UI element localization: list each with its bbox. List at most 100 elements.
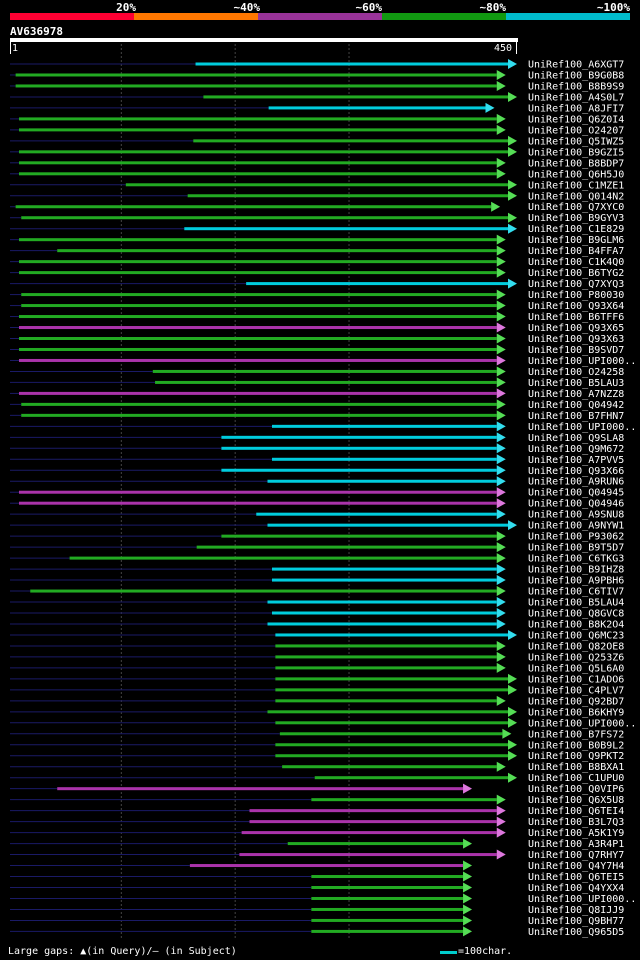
hit-bar — [256, 512, 497, 516]
hit-bar — [193, 139, 509, 143]
hit-label: UniRef100_P80030 — [528, 290, 624, 301]
hit-label: UniRef100_Q9BH77 — [528, 916, 624, 927]
hit-arrow — [496, 267, 506, 278]
hit-bar — [311, 798, 497, 802]
hit-bar — [271, 457, 497, 461]
hit-label: UniRef100_B8B9S9 — [528, 81, 624, 92]
hit-arrow — [508, 706, 517, 717]
hit-bar — [21, 402, 497, 406]
hit-arrow — [463, 915, 473, 926]
hit-arrow — [496, 816, 506, 827]
hit-bar — [271, 567, 497, 571]
hit-label: UniRef100_Q4Y7H4 — [528, 861, 624, 872]
hit-bar — [275, 699, 497, 703]
hit-bar — [18, 391, 497, 395]
hit-arrow — [508, 629, 517, 640]
hit-label: UniRef100_A9NYW1 — [528, 521, 624, 532]
scale-bar — [440, 951, 457, 954]
hit-bar — [275, 655, 497, 659]
hit-arrow — [463, 882, 473, 893]
hit-arrow — [463, 860, 473, 871]
legend-label-60: ~60% — [355, 1, 383, 14]
hit-bar — [18, 128, 497, 132]
hit-arrow — [496, 289, 506, 300]
hit-bar — [15, 205, 492, 209]
legend-label-100: ~100% — [596, 1, 630, 14]
hit-bar — [271, 424, 497, 428]
hit-label: UniRef100_B9GLM6 — [528, 235, 624, 246]
hit-label: UniRef100_Q0VIP6 — [528, 784, 624, 795]
hit-label: UniRef100_Q7XYQ3 — [528, 279, 624, 290]
hit-arrow — [496, 443, 506, 454]
hit-bar — [18, 260, 497, 264]
scale-label: =100char. — [458, 946, 513, 957]
hit-arrow — [496, 344, 506, 355]
hit-bar — [311, 886, 464, 889]
hit-arrow — [508, 278, 517, 289]
hit-label: UniRef100_Q5L6A0 — [528, 663, 624, 674]
hit-bar — [69, 556, 497, 560]
hit-bar — [249, 820, 497, 824]
hit-bar — [267, 523, 508, 527]
hit-label: UniRef100_Q8IJJ9 — [528, 905, 624, 916]
hit-bar — [57, 249, 497, 253]
hit-bar — [18, 337, 497, 340]
hit-arrow — [508, 135, 517, 146]
ruler-end-label: 450 — [494, 43, 513, 54]
hit-arrow — [508, 223, 517, 234]
hit-label: UniRef100_B8K2O4 — [528, 619, 624, 630]
hit-arrow — [508, 717, 517, 728]
hit-bar — [267, 479, 497, 483]
hit-label: UniRef100_Q82OE8 — [528, 641, 624, 652]
hit-bar — [195, 62, 509, 66]
hit-arrow — [508, 520, 517, 531]
hit-arrow — [496, 234, 506, 245]
legend-label-80: ~80% — [479, 1, 507, 14]
hit-arrow — [491, 201, 501, 212]
color-seg-100 — [506, 13, 630, 20]
hit-arrow — [496, 618, 506, 629]
hit-arrow — [496, 300, 506, 311]
hit-label: UniRef100_Q92BD7 — [528, 696, 624, 707]
hit-bar — [21, 293, 497, 297]
hit-label: UniRef100_A7PVV5 — [528, 455, 624, 466]
hit-arrow — [508, 59, 517, 69]
hit-label: UniRef100_Q4YXX4 — [528, 883, 624, 894]
hit-bar — [239, 853, 497, 857]
hit-bar — [155, 380, 497, 384]
hit-label: UniRef100_B9GYV3 — [528, 213, 624, 224]
hit-label: UniRef100_A8JFI7 — [528, 103, 624, 114]
hit-arrow — [508, 91, 517, 102]
hit-label: UniRef100_C6TIV7 — [528, 587, 624, 598]
hit-label: UniRef100_Q93X66 — [528, 466, 624, 477]
hit-bar — [311, 875, 464, 879]
hit-bar — [30, 589, 497, 593]
hit-label: UniRef100_B6TYG2 — [528, 268, 624, 279]
hit-arrow — [463, 783, 473, 794]
hit-arrow — [508, 772, 517, 783]
hit-label: UniRef100_O24207 — [528, 125, 624, 136]
hit-bar — [249, 809, 497, 813]
hit-label: UniRef100_B9SVD7 — [528, 345, 624, 356]
hit-arrow — [508, 750, 517, 761]
hit-arrow — [463, 904, 473, 915]
hit-arrow — [496, 454, 506, 465]
hit-bar — [125, 183, 508, 187]
hit-arrow — [502, 728, 512, 739]
hit-label: UniRef100_Q8GVC8 — [528, 609, 624, 620]
hit-label: UniRef100_C1K4Q0 — [528, 257, 624, 268]
hit-bar — [21, 304, 497, 308]
hit-label: UniRef100_Q04946 — [528, 499, 624, 510]
hit-arrow — [485, 102, 495, 113]
hit-label: UniRef100_Q93X65 — [528, 323, 624, 334]
hit-label: UniRef100_Q93X64 — [528, 301, 624, 312]
hit-bar — [275, 677, 508, 681]
identity-legend: 20% ~40% ~60% ~80% ~100% — [0, 0, 640, 22]
hit-bar — [189, 864, 464, 868]
hit-bar — [221, 446, 497, 450]
hit-label: UniRef100_Q6H5J0 — [528, 169, 624, 180]
hit-bar — [15, 84, 497, 88]
hit-bar — [18, 490, 497, 494]
hit-label: UniRef100_Q6Z0I4 — [528, 114, 624, 125]
hit-arrow — [496, 487, 506, 498]
